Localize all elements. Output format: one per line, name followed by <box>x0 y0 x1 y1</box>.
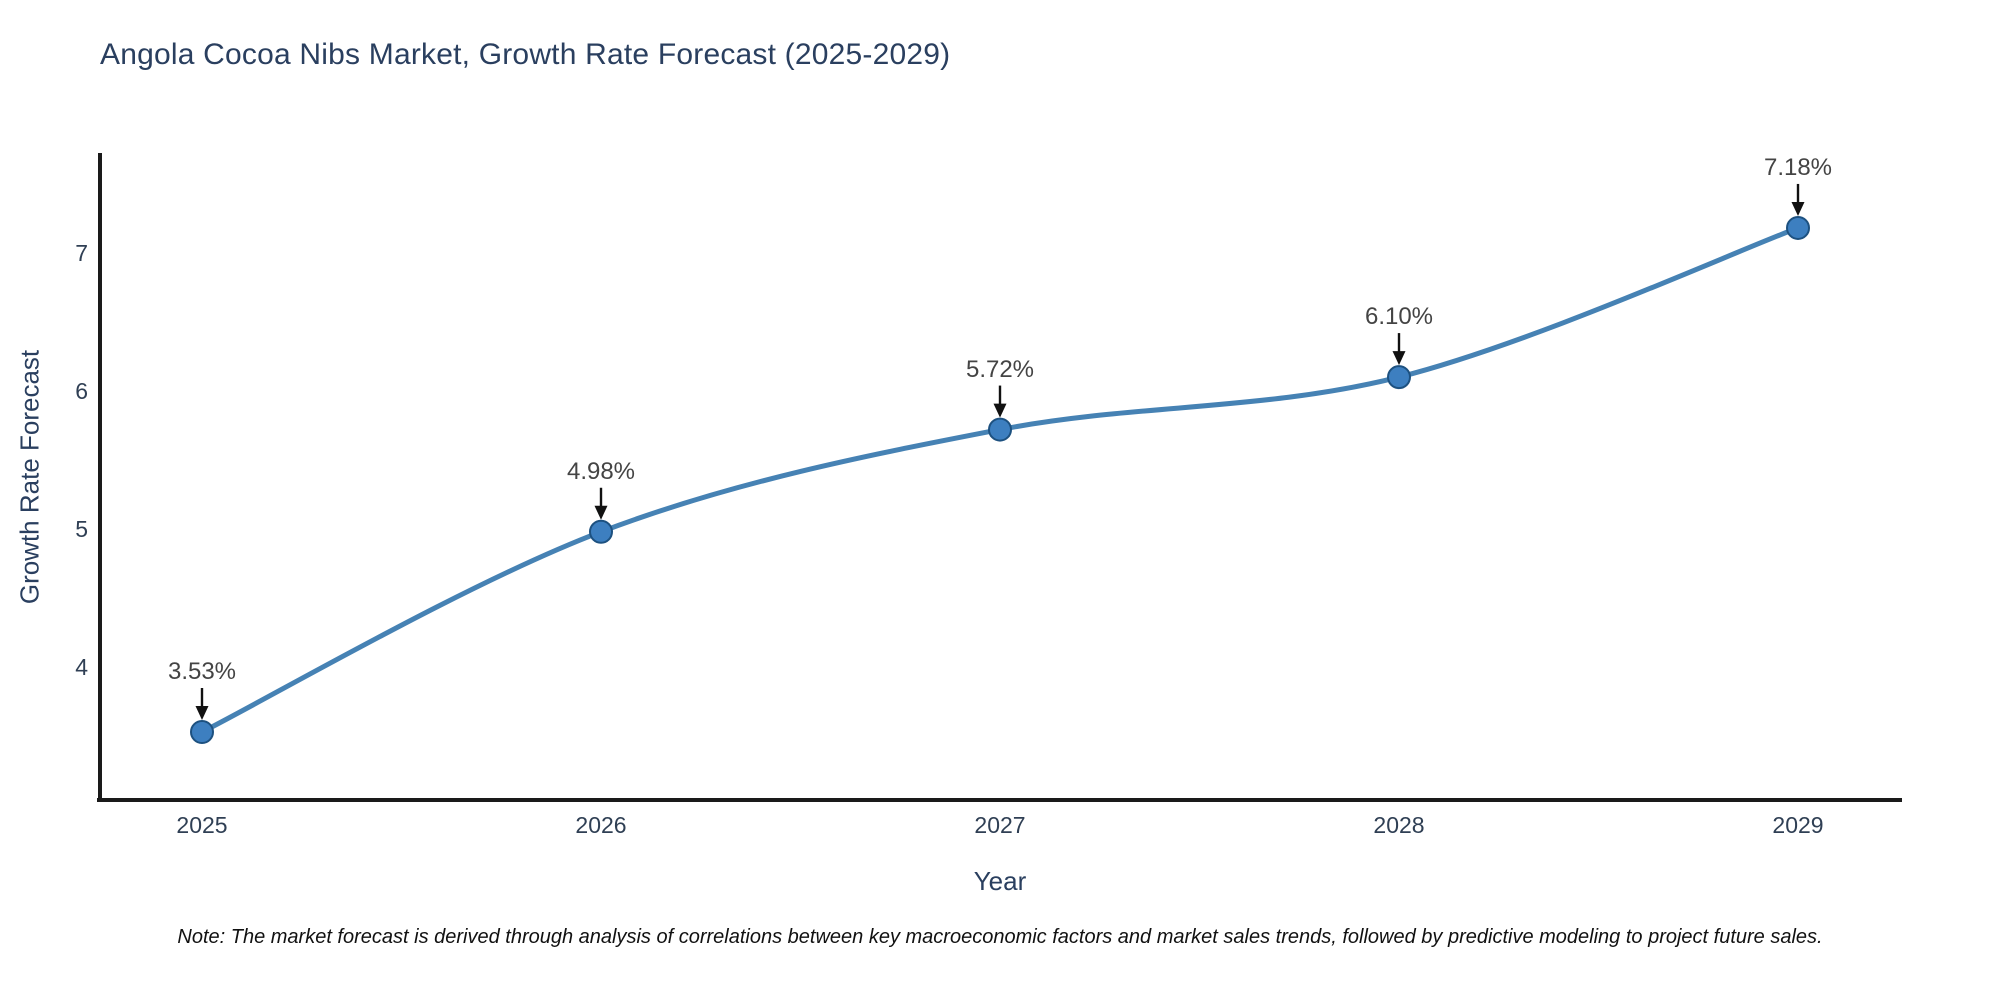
data-point[interactable] <box>589 519 613 544</box>
annotation-arrowhead <box>993 403 1007 418</box>
data-point[interactable] <box>1387 365 1411 390</box>
x-tick-label: 2028 <box>1373 812 1425 838</box>
x-axis-title: Year <box>973 866 1027 896</box>
footnote: Note: The market forecast is derived thr… <box>177 926 1823 948</box>
x-tick-label: 2027 <box>974 812 1026 838</box>
data-point[interactable] <box>988 417 1012 442</box>
x-tick-label: 2029 <box>1772 812 1824 838</box>
annotation-label: 6.10% <box>1364 303 1434 330</box>
annotation-label: 5.72% <box>965 356 1035 383</box>
y-tick-label: 4 <box>75 654 88 680</box>
annotation-arrowhead <box>1791 201 1805 216</box>
x-tick-label: 2026 <box>575 812 627 838</box>
annotation-arrowhead <box>1392 351 1406 366</box>
y-axis-title: Growth Rate Forecast <box>14 349 45 605</box>
annotation-arrowhead <box>594 505 608 520</box>
data-point[interactable] <box>1786 215 1810 240</box>
forecast-line <box>199 225 1801 735</box>
annotation-label: 4.98% <box>566 458 636 485</box>
y-tick-label: 6 <box>75 378 88 404</box>
y-tick-label: 5 <box>75 516 88 542</box>
annotation-arrowhead <box>195 706 209 721</box>
x-tick-label: 2025 <box>176 812 228 838</box>
annotation-label: 7.18% <box>1763 154 1833 181</box>
y-tick-label: 7 <box>75 240 88 266</box>
annotation-label: 3.53% <box>167 658 237 685</box>
chart-title: Angola Cocoa Nibs Market, Growth Rate Fo… <box>100 38 951 71</box>
data-point[interactable] <box>190 720 214 745</box>
